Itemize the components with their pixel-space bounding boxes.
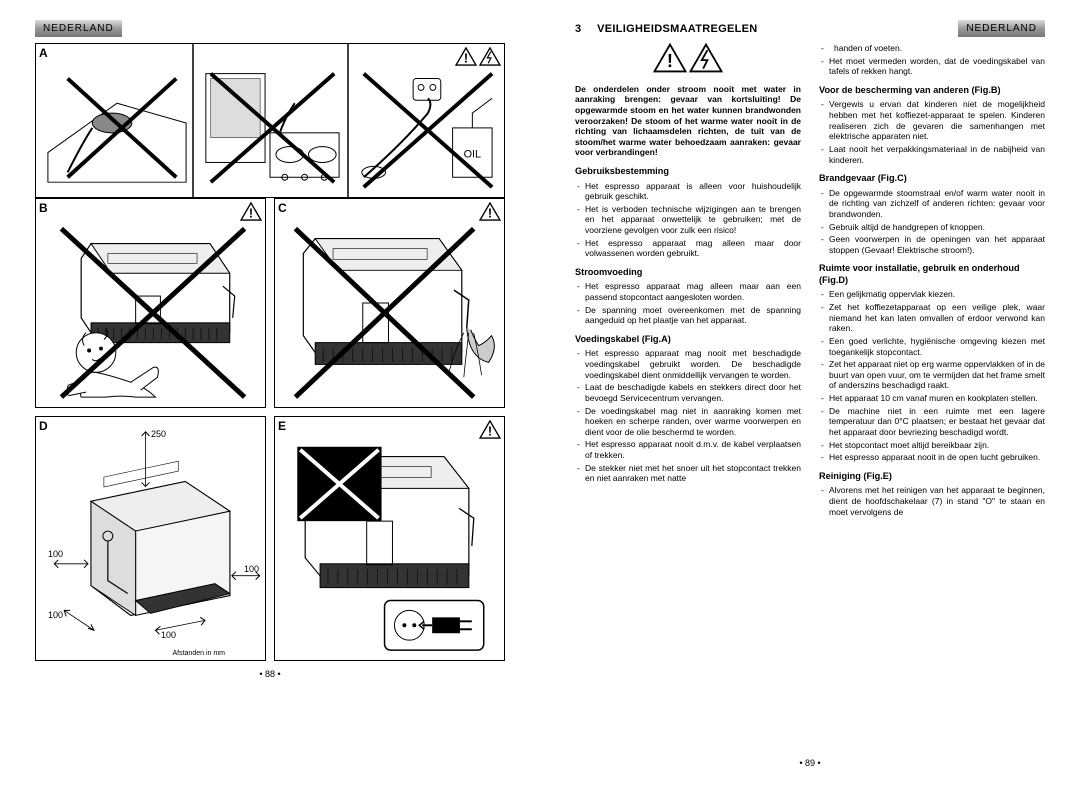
distances-label: Afstanden in mm <box>172 650 225 657</box>
header-right: 3 VEILIGHEIDSMAATREGELEN NEDERLAND <box>575 20 1045 37</box>
ruimte-list: Een gelijkmatig oppervlak kiezen. Zet he… <box>819 289 1045 462</box>
voeding-item: Laat de beschadigde kabels en stekkers d… <box>581 382 801 403</box>
section-number: 3 <box>575 23 581 35</box>
sub-bescherm: Voor de bescherming van anderen (Fig.B) <box>819 85 1045 97</box>
sub-voeding: Voedingskabel (Fig.A) <box>575 334 801 346</box>
sub-gebruik: Gebruiksbestemming <box>575 166 801 178</box>
section-title: VEILIGHEIDSMAATREGELEN <box>597 23 757 35</box>
figure-b: B ! <box>35 198 266 408</box>
figures-de-row: D <box>35 416 505 661</box>
warning-triangle-icon: ! <box>455 47 477 66</box>
figure-d-illustration <box>36 417 265 660</box>
svg-text:!: ! <box>488 206 492 220</box>
figure-a-letter: A <box>39 46 48 60</box>
ruimte-item: Zet het koffiezetapparaat op een veilige… <box>825 302 1045 334</box>
figure-c: C ! <box>274 198 505 408</box>
electric-warning-icon <box>479 47 501 66</box>
figure-b-illustration <box>36 199 265 407</box>
ruimte-item: Een gelijkmatig oppervlak kiezen. <box>825 289 1045 300</box>
warning-triangle-icon: ! <box>479 202 501 221</box>
figure-c-letter: C <box>278 201 287 215</box>
gebruik-item: Het espresso apparaat is alleen voor hui… <box>581 181 801 202</box>
lang-label-right: NEDERLAND <box>958 20 1045 37</box>
figure-e-letter: E <box>278 419 286 433</box>
electric-warning-icon <box>689 43 723 73</box>
voeding-item: Het espresso apparaat mag nooit met besc… <box>581 348 801 380</box>
figures-bc-row: B ! <box>35 198 505 408</box>
voeding-item: De voedingskabel mag niet in aanraking k… <box>581 406 801 438</box>
sub-brand: Brandgevaar (Fig.C) <box>819 173 1045 185</box>
reinig-list: Alvorens met het reinigen van het appara… <box>819 485 1045 517</box>
figure-e: E ! <box>274 416 505 661</box>
intro-warning-icons: ! <box>575 43 801 76</box>
bescherm-item: Laat nooit het verpakkingsmateriaal in d… <box>825 144 1045 165</box>
ruimte-item: De machine niet in een ruimte met een la… <box>825 406 1045 438</box>
voeding-item: Het espresso apparaat nooit d.m.v. de ka… <box>581 439 801 460</box>
sub-ruimte: Ruimte voor installatie, gebruik en onde… <box>819 263 1045 286</box>
dim-250: 250 <box>151 429 166 439</box>
lang-label-left: NEDERLAND <box>35 20 122 37</box>
svg-text:OIL: OIL <box>464 149 481 161</box>
figure-c-illustration <box>275 199 504 407</box>
brand-item: Gebruik altijd de handgrepen of knoppen. <box>825 222 1045 233</box>
warning-triangle-icon: ! <box>479 420 501 439</box>
figure-e-warning-icon: ! <box>479 420 501 439</box>
page-left: NEDERLAND A ! <box>0 20 540 768</box>
svg-text:!: ! <box>249 206 253 220</box>
sub-reinig: Reiniging (Fig.E) <box>819 471 1045 483</box>
text-columns: ! De onderdelen onder stroom nooit met w… <box>575 43 1045 519</box>
dim-100-left: 100 <box>48 549 63 559</box>
stroom-list: Het espresso apparaat mag alleen maar aa… <box>575 281 801 326</box>
ruimte-item: Het apparaat 10 cm vanaf muren en kookpl… <box>825 393 1045 404</box>
sub-stroom: Stroomvoeding <box>575 267 801 279</box>
voeding-cont-list: handen of voeten. Het moet vermeden word… <box>819 43 1045 77</box>
voeding-item: De stekker niet met het snoer uit het st… <box>581 463 801 484</box>
figure-e-illustration <box>275 417 504 660</box>
gebruik-list: Het espresso apparaat is alleen voor hui… <box>575 181 801 259</box>
page-number-left: • 88 • <box>35 669 505 679</box>
figure-b-warning-icon: ! <box>240 202 262 221</box>
dim-100-right: 100 <box>244 564 259 574</box>
voeding-list: Het espresso apparaat mag nooit met besc… <box>575 348 801 484</box>
ruimte-item: Het espresso apparaat nooit in de open l… <box>825 452 1045 463</box>
page-right: 3 VEILIGHEIDSMAATREGELEN NEDERLAND ! De … <box>540 20 1080 768</box>
figure-a: A ! <box>35 43 505 198</box>
header-left: NEDERLAND <box>35 20 505 37</box>
voeding-cont-item: handen of voeten. <box>825 43 1045 54</box>
bescherm-list: Vergewis u ervan dat kinderen niet de mo… <box>819 99 1045 165</box>
figure-a-warning-icons: ! <box>455 47 501 66</box>
page-spread: NEDERLAND A ! <box>0 0 1080 788</box>
figure-b-letter: B <box>39 201 48 215</box>
voeding-cont-item: Het moet vermeden worden, dat de voeding… <box>825 56 1045 77</box>
bescherm-item: Vergewis u ervan dat kinderen niet de mo… <box>825 99 1045 142</box>
brand-item: De opgewarmde stoomstraal en/of warm wat… <box>825 188 1045 220</box>
svg-text:!: ! <box>488 424 492 438</box>
column-right: handen of voeten. Het moet vermeden word… <box>819 43 1045 519</box>
figure-d: D <box>35 416 266 661</box>
svg-text:!: ! <box>667 50 673 71</box>
figure-c-warning-icon: ! <box>479 202 501 221</box>
ruimte-item: Het stopcontact moet altijd bereikbaar z… <box>825 440 1045 451</box>
dim-100-front: 100 <box>48 610 63 620</box>
reinig-item: Alvorens met het reinigen van het appara… <box>825 485 1045 517</box>
gebruik-item: Het is verboden technische wijzigingen a… <box>581 204 801 236</box>
stroom-item: De spanning moet overeenkomen met de spa… <box>581 305 801 326</box>
warning-triangle-icon: ! <box>653 43 687 73</box>
intro-text: De onderdelen onder stroom nooit met wat… <box>575 84 801 158</box>
gebruik-item: Het espresso apparaat mag alleen maar do… <box>581 238 801 259</box>
figure-d-letter: D <box>39 419 48 433</box>
stroom-item: Het espresso apparaat mag alleen maar aa… <box>581 281 801 302</box>
dim-100-back: 100 <box>161 630 176 640</box>
figure-a-illustration: OIL <box>36 44 504 197</box>
ruimte-item: Een goed verlichte, hygiënische omgeving… <box>825 336 1045 357</box>
ruimte-item: Zet het apparaat niet op erg warme opper… <box>825 359 1045 391</box>
svg-text:!: ! <box>464 51 468 65</box>
brand-item: Geen voorwerpen in de openingen van het … <box>825 234 1045 255</box>
warning-triangle-icon: ! <box>240 202 262 221</box>
brand-list: De opgewarmde stoomstraal en/of warm wat… <box>819 188 1045 256</box>
page-number-right: • 89 • <box>540 758 1080 768</box>
column-left: ! De onderdelen onder stroom nooit met w… <box>575 43 801 519</box>
